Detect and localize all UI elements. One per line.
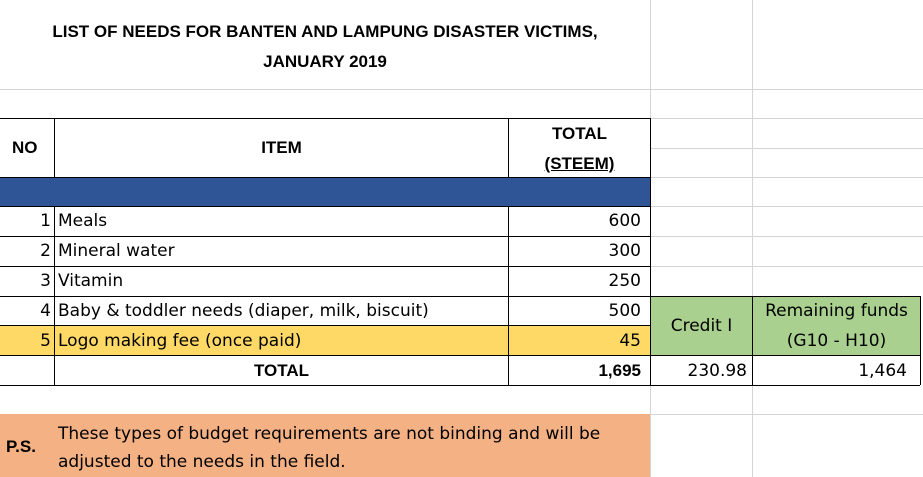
table-border bbox=[0, 296, 920, 297]
gridline bbox=[650, 148, 923, 149]
table-border bbox=[0, 236, 650, 237]
row-total: 45 bbox=[619, 331, 641, 351]
ps-text-line-2: adjusted to the needs in the field. bbox=[58, 452, 346, 472]
row-total: 250 bbox=[608, 271, 641, 291]
table-border bbox=[0, 177, 650, 178]
header-color-band bbox=[0, 177, 650, 206]
credit-value: 230.98 bbox=[687, 361, 747, 381]
page-title-line-1: LIST OF NEEDS FOR BANTEN AND LAMPUNG DIS… bbox=[52, 22, 598, 41]
table-border bbox=[752, 296, 753, 385]
row-number: 5 bbox=[40, 331, 51, 351]
gridline bbox=[650, 177, 923, 178]
table-border bbox=[54, 355, 55, 385]
table-border bbox=[0, 118, 650, 119]
row-item: Meals bbox=[58, 211, 108, 231]
row-item: Logo making fee (once paid) bbox=[58, 331, 302, 351]
header-total-line-1: TOTAL bbox=[551, 124, 608, 143]
table-border bbox=[0, 325, 650, 326]
page-title-line-2: JANUARY 2019 bbox=[263, 52, 387, 71]
highlighted-row-fill bbox=[0, 325, 650, 355]
gridline bbox=[650, 206, 923, 207]
row-number: 4 bbox=[40, 301, 51, 321]
total-value: 1,695 bbox=[598, 361, 641, 380]
row-item: Mineral water bbox=[58, 241, 175, 261]
table-border bbox=[0, 385, 920, 386]
gridline bbox=[650, 266, 923, 267]
credit-header: Credit I bbox=[670, 316, 733, 336]
remaining-header-fill bbox=[752, 296, 920, 355]
header-item: ITEM bbox=[261, 138, 302, 157]
ps-text-line-1: These types of budget requirements are n… bbox=[58, 424, 601, 444]
ps-label: P.S. bbox=[6, 437, 36, 456]
row-total: 300 bbox=[608, 241, 641, 261]
gridline bbox=[752, 0, 753, 477]
row-item: Vitamin bbox=[58, 271, 124, 291]
table-border bbox=[0, 355, 920, 356]
ps-note-fill bbox=[0, 414, 650, 477]
row-item: Baby & toddler needs (diaper, milk, bisc… bbox=[58, 301, 429, 321]
table-border bbox=[508, 118, 509, 177]
table-border bbox=[0, 266, 650, 267]
gridline bbox=[650, 236, 923, 237]
row-number: 2 bbox=[40, 241, 51, 261]
table-border bbox=[54, 206, 55, 355]
header-total-line-2: (STEEM) bbox=[544, 154, 615, 173]
credit-header-fill bbox=[650, 296, 752, 355]
remaining-header-line-2: (G10 - H10) bbox=[786, 331, 887, 351]
remaining-header-line-1: Remaining funds bbox=[765, 301, 908, 321]
row-number: 3 bbox=[40, 271, 51, 291]
row-total: 500 bbox=[608, 301, 641, 321]
gridline bbox=[0, 89, 923, 90]
table-border bbox=[650, 118, 651, 385]
table-border bbox=[920, 296, 921, 385]
row-number: 1 bbox=[40, 211, 51, 231]
row-total: 600 bbox=[608, 211, 641, 231]
header-no: NO bbox=[12, 138, 38, 157]
table-border bbox=[508, 206, 509, 385]
remaining-value: 1,464 bbox=[858, 361, 907, 381]
table-border bbox=[0, 206, 650, 207]
table-border bbox=[54, 118, 55, 177]
total-label: TOTAL bbox=[253, 361, 310, 380]
